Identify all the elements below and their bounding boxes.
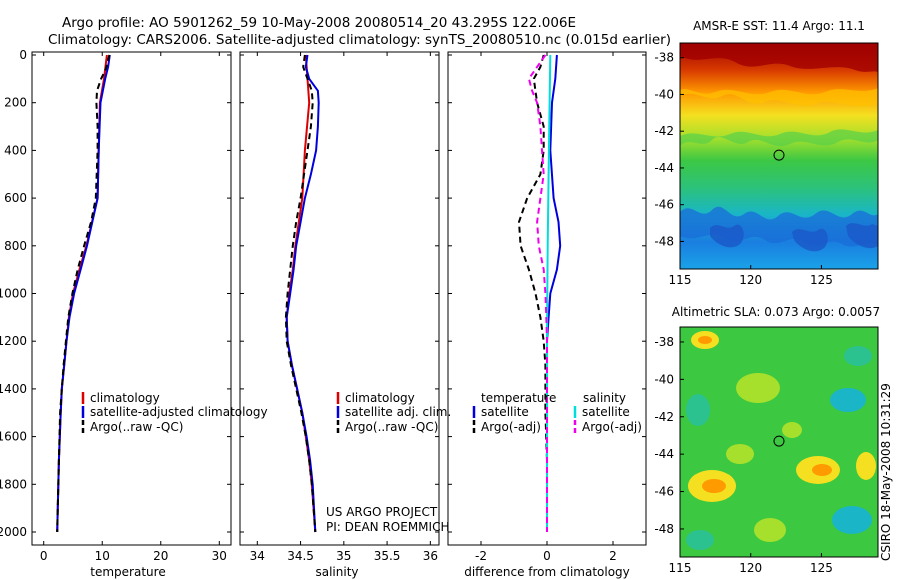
difference-panel-xtick-label: 0 (543, 549, 551, 563)
sst-map-title: AMSR-E SST: 11.4 Argo: 11.1 (693, 19, 865, 33)
depth-tick-label: 600 (4, 191, 27, 205)
temperature-panel-series-satellite-adjusted-climatology (56, 54, 111, 533)
legend-climatology: climatology (90, 391, 160, 405)
salinity-panel-xtick-label: 35 (336, 549, 351, 563)
salinity-legend: climatology satellite adj. clim. Argo(..… (336, 391, 451, 434)
sla-map-lat-tick-label: -38 (654, 335, 674, 349)
legend-satellite-adj: satellite adj. clim. (345, 405, 451, 419)
sla-map-title: Altimetric SLA: 0.073 Argo: 0.0057 (672, 305, 880, 319)
project-note: US ARGO PROJECT (326, 505, 438, 519)
difference-panel-xtick-label: -2 (475, 549, 487, 563)
salinity-panel-xtick-label: 34.5 (287, 549, 314, 563)
salinity-panel-series-satellite-adj-clim- (285, 54, 320, 533)
salinity-panel-xtick-label: 36 (423, 549, 438, 563)
sst-map-lat-tick-label: -38 (654, 51, 674, 65)
sla-map-lon-tick-label: 125 (810, 561, 833, 575)
temperature-panel-series-argo-raw-qc- (56, 54, 111, 533)
sla-heatmap (680, 327, 878, 557)
sla-map-frame (679, 326, 879, 558)
legend-temp-satellite: satellite (481, 405, 529, 419)
sst-map-lat-tick-label: -46 (654, 198, 674, 212)
depth-tick-label: 800 (4, 239, 27, 253)
sla-map-lat-tick-label: -40 (654, 372, 674, 386)
sst-map-lon-tick-label: 115 (669, 273, 692, 287)
legend-header-temperature: temperature (481, 391, 556, 405)
temperature-axes (31, 51, 232, 546)
temperature-xlabel: temperature (90, 565, 165, 579)
depth-tick-label: 0 (19, 48, 27, 62)
sst-map-frame (679, 42, 879, 270)
sst-heatmap (680, 43, 878, 269)
legend-argo-raw: Argo(..raw -QC) (90, 420, 183, 434)
sst-map-lat-tick-label: -42 (654, 124, 674, 138)
salinity-axes (239, 51, 440, 546)
temperature-panel-xtick-label: 0 (40, 549, 48, 563)
temperature-panel-xtick-label: 20 (153, 549, 168, 563)
legend-argo-raw: Argo(..raw -QC) (345, 420, 438, 434)
sla-map-lat-tick-label: -42 (654, 410, 674, 424)
sst-map-lon-tick-label: 125 (810, 273, 833, 287)
sla-argo-location-marker (773, 435, 785, 447)
sla-map-lat-tick-label: -46 (654, 485, 674, 499)
sst-map-lat-tick-label: -44 (654, 161, 674, 175)
sla-map-lat-tick-label: -48 (654, 522, 674, 536)
depth-tick-label: 1200 (0, 334, 27, 348)
sst-map-lat-tick-label: -48 (654, 234, 674, 248)
depth-tick-label: 200 (4, 96, 27, 110)
difference-xlabel: difference from climatology (464, 565, 630, 579)
difference-panel-series-temperature-argo-adj- (518, 54, 548, 532)
legend-temp-argo: Argo(-adj) (481, 420, 541, 434)
depth-tick-label: 2000 (0, 525, 27, 539)
figure-title-line2: Climatology: CARS2006. Satellite-adjuste… (48, 32, 671, 48)
csiro-timestamp-label: CSIRO 18-May-2008 10:31:29 (879, 383, 893, 561)
legend-sal-argo: Argo(-adj) (582, 420, 642, 434)
legend-climatology: climatology (345, 391, 415, 405)
difference-panel-series-salinity-argo-adj- (527, 54, 548, 532)
sla-map-lon-tick-label: 120 (739, 561, 762, 575)
depth-tick-label: 1800 (0, 477, 27, 491)
sla-map-lon-tick-label: 115 (669, 561, 692, 575)
sst-map-lat-tick-label: -40 (654, 87, 674, 101)
salinity-panel-xtick-label: 35.5 (374, 549, 401, 563)
legend-sal-satellite: satellite (582, 405, 630, 419)
salinity-panel-series-argo-raw-qc- (284, 54, 317, 533)
temperature-panel-xtick-label: 30 (212, 549, 227, 563)
difference-panel-xtick-label: 2 (609, 549, 617, 563)
depth-tick-label: 400 (4, 143, 27, 157)
salinity-panel-xtick-label: 34 (250, 549, 265, 563)
legend-header-salinity: salinity (583, 391, 626, 405)
difference-legend: temperature salinity satellite Argo(-adj… (472, 391, 642, 434)
salinity-xlabel: salinity (315, 565, 358, 579)
sst-argo-location-marker (773, 149, 785, 161)
depth-tick-label: 1000 (0, 287, 27, 301)
temperature-legend: climatology satellite-adjusted climatolo… (81, 391, 268, 434)
figure-title-line1: Argo profile: AO 5901262_59 10-May-2008 … (62, 15, 576, 31)
depth-tick-label: 1600 (0, 430, 27, 444)
sla-map-lat-tick-label: -44 (654, 447, 674, 461)
temperature-panel-xtick-label: 10 (95, 549, 110, 563)
sst-map-lon-tick-label: 120 (739, 273, 762, 287)
depth-tick-label: 1400 (0, 382, 27, 396)
pi-note: PI: DEAN ROEMMICH (326, 520, 449, 534)
legend-satellite-adjusted: satellite-adjusted climatology (90, 405, 268, 419)
